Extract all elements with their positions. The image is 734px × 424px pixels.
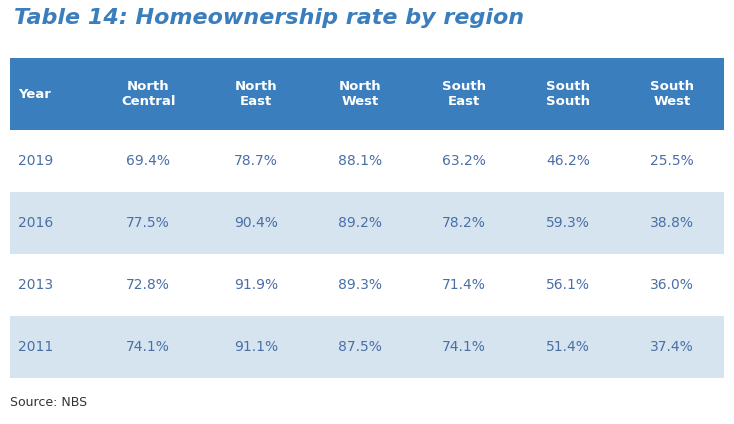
Text: 78.2%: 78.2% bbox=[442, 216, 486, 230]
Text: 69.4%: 69.4% bbox=[126, 154, 170, 168]
Text: North
Central: North Central bbox=[121, 80, 175, 108]
Bar bbox=[10, 192, 724, 254]
Text: Year: Year bbox=[18, 87, 51, 100]
Text: 87.5%: 87.5% bbox=[338, 340, 382, 354]
Text: 63.2%: 63.2% bbox=[442, 154, 486, 168]
Bar bbox=[10, 254, 724, 316]
Text: North
East: North East bbox=[234, 80, 277, 108]
Text: 37.4%: 37.4% bbox=[650, 340, 694, 354]
Text: 78.7%: 78.7% bbox=[234, 154, 277, 168]
Bar bbox=[10, 58, 724, 130]
Text: South
West: South West bbox=[650, 80, 694, 108]
Text: 56.1%: 56.1% bbox=[546, 278, 590, 292]
Text: 59.3%: 59.3% bbox=[546, 216, 590, 230]
Text: North
West: North West bbox=[338, 80, 381, 108]
Text: Table 14: Homeownership rate by region: Table 14: Homeownership rate by region bbox=[14, 8, 524, 28]
Text: 74.1%: 74.1% bbox=[126, 340, 170, 354]
Text: 36.0%: 36.0% bbox=[650, 278, 694, 292]
Text: 89.3%: 89.3% bbox=[338, 278, 382, 292]
Text: 88.1%: 88.1% bbox=[338, 154, 382, 168]
Text: Source: NBS: Source: NBS bbox=[10, 396, 87, 409]
Text: 77.5%: 77.5% bbox=[126, 216, 170, 230]
Text: South
South: South South bbox=[546, 80, 590, 108]
Text: 2016: 2016 bbox=[18, 216, 54, 230]
Bar bbox=[10, 130, 724, 192]
Text: 71.4%: 71.4% bbox=[442, 278, 486, 292]
Text: 25.5%: 25.5% bbox=[650, 154, 694, 168]
Text: South
East: South East bbox=[442, 80, 486, 108]
Text: 51.4%: 51.4% bbox=[546, 340, 590, 354]
Text: 89.2%: 89.2% bbox=[338, 216, 382, 230]
Text: 2019: 2019 bbox=[18, 154, 54, 168]
Text: 2013: 2013 bbox=[18, 278, 53, 292]
Text: 91.9%: 91.9% bbox=[233, 278, 278, 292]
Text: 46.2%: 46.2% bbox=[546, 154, 590, 168]
Text: 2011: 2011 bbox=[18, 340, 54, 354]
Text: 72.8%: 72.8% bbox=[126, 278, 170, 292]
Text: 91.1%: 91.1% bbox=[233, 340, 278, 354]
Text: 74.1%: 74.1% bbox=[442, 340, 486, 354]
Text: 38.8%: 38.8% bbox=[650, 216, 694, 230]
Bar bbox=[10, 316, 724, 378]
Text: 90.4%: 90.4% bbox=[234, 216, 277, 230]
